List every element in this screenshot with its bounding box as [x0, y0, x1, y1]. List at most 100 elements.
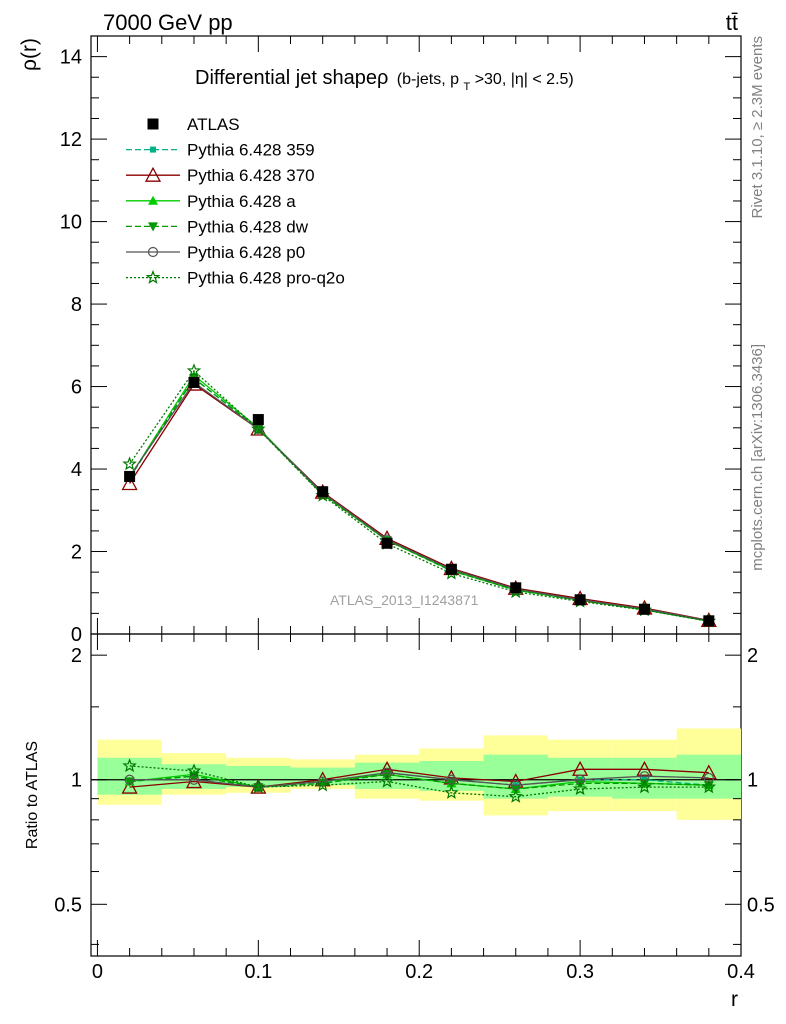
main-y-tick-label: 8	[71, 294, 82, 316]
analysis-watermark: ATLAS_2013_I1243871	[330, 592, 479, 608]
atlas-data-point	[638, 603, 650, 615]
main-y-tick-label: 0	[71, 624, 82, 646]
ratio-line-pdw	[129, 773, 709, 790]
main-series-lines	[121, 363, 717, 628]
main-line-pdw	[129, 377, 709, 622]
ratio-point-pq2o	[572, 781, 588, 796]
x-tick-label: 0	[92, 961, 103, 983]
ratio-line-pp0	[129, 772, 709, 788]
atlas-data-point	[381, 537, 393, 549]
ratio-point-pq2o	[444, 785, 459, 799]
x-tick-label: 0.1	[244, 961, 272, 983]
atlas-data-point	[252, 414, 264, 426]
ratio-uncertainty-bands	[91, 728, 741, 820]
ratio-point-p370	[121, 778, 138, 794]
ratio-point-pq2o	[122, 758, 137, 773]
ratio-point-pp0	[446, 774, 457, 785]
legend-label-pp0: Pythia 6.428 p0	[187, 243, 305, 262]
main-y-tick-label: 12	[60, 129, 82, 151]
legend-marker-pa	[148, 195, 158, 205]
ratio-series-lines	[121, 758, 717, 803]
main-y-tick-label: 2	[71, 542, 82, 564]
ratio-point-pq2o	[508, 789, 524, 803]
ratio-point-pq2o	[701, 779, 717, 794]
legend-label-pa: Pythia 6.428 a	[187, 192, 296, 211]
main-line-pq2o	[129, 369, 709, 622]
chart-title-sub: (b-jets, p	[397, 71, 459, 88]
main-y-tick-label: 14	[60, 47, 82, 69]
atlas-data-point	[188, 376, 200, 388]
main-y-tick-label: 6	[71, 377, 82, 399]
ratio-point-pq2o	[315, 777, 330, 792]
ratio-y-tick-label-right: 1	[747, 770, 758, 792]
ratio-line-pq2o	[129, 765, 709, 798]
legend-label-atlas: ATLAS	[187, 115, 240, 134]
main-point-pq2o	[122, 456, 137, 471]
legend-label-p370: Pythia 6.428 370	[187, 166, 315, 185]
ratio-band-inner	[676, 754, 741, 799]
ratio-point-pdw	[639, 779, 650, 789]
ratio-point-pp0	[124, 774, 135, 785]
legend-marker-pq2o	[145, 269, 161, 284]
ratio-point-pq2o	[379, 773, 395, 788]
ratio-y-tick-label-left: 0.5	[54, 894, 82, 916]
legend-marker-p370	[144, 166, 162, 182]
rivet-side-label: Rivet 3.1.10, ≥ 2.3M events	[749, 36, 766, 219]
chart-title-sub-index: T	[464, 81, 471, 93]
atlas-data-point	[124, 470, 136, 482]
chart-title-sub-rest: >30, |η| < 2.5)	[475, 71, 574, 88]
ratio-point-pp0	[381, 767, 393, 778]
main-point-pq2o	[186, 363, 202, 378]
legend-label-pdw: Pythia 6.428 dw	[187, 217, 309, 236]
legend-label-pq2o: Pythia 6.428 pro-q2o	[187, 269, 345, 288]
ratio-point-pp0	[188, 774, 200, 785]
chart-title: Differential jet shapeρ (b-jets, p T >30…	[195, 67, 574, 94]
x-axis-title: r	[731, 988, 738, 1011]
x-tick-label: 0.2	[405, 961, 433, 983]
legend-marker-pp0	[147, 246, 159, 258]
ratio-point-p370	[185, 773, 203, 789]
atlas-data-point	[445, 563, 457, 575]
header-right-label: tt̄	[726, 10, 738, 35]
ratio-point-p370	[700, 764, 717, 780]
ratio-y-tick-label-left: 1	[71, 770, 82, 792]
main-line-pa	[129, 374, 709, 622]
legend: ATLAS Pythia 6.428 359 Pythia 6.428 370 Pyt…	[126, 115, 345, 288]
main-point-p370	[121, 475, 138, 491]
legend-marker-pdw	[148, 222, 158, 232]
ratio-point-pp0	[317, 776, 328, 787]
ratio-line-p370	[129, 768, 709, 788]
ratio-y-tick-label-left: 2	[71, 645, 82, 667]
ratio-point-pq2o	[186, 763, 202, 778]
main-y-axis-title: ρ(r)	[18, 38, 41, 71]
main-line-pp0	[129, 381, 709, 622]
mcplots-side-label: mcplots.cern.ch [arXiv:1306.3436]	[749, 344, 766, 571]
ratio-band-inner	[226, 765, 291, 788]
ratio-point-pq2o	[637, 779, 652, 794]
main-y-tick-label: 4	[71, 459, 82, 481]
ratio-point-pdw	[703, 781, 714, 791]
main-y-tick-label: 10	[60, 212, 82, 234]
legend-marker-atlas	[147, 118, 159, 130]
ratio-y-tick-label-right: 2	[747, 645, 758, 667]
main-line-p370	[129, 383, 709, 622]
x-tick-label: 0.3	[566, 961, 594, 983]
chart-title-main: Differential jet shapeρ	[195, 67, 388, 89]
ratio-point-pq2o	[251, 779, 266, 794]
ratio-y-axis-title: Ratio to ATLAS	[24, 741, 41, 849]
atlas-data-point	[510, 582, 522, 594]
atlas-data-point	[574, 594, 586, 606]
ratio-point-pdw	[188, 772, 199, 782]
x-tick-label: 0.4	[727, 961, 755, 983]
legend-label-p359: Pythia 6.428 359	[187, 141, 315, 160]
ratio-y-tick-label-right: 0.5	[747, 894, 775, 916]
ratio-point-p370	[636, 760, 653, 776]
atlas-data-point	[317, 486, 329, 498]
main-line-p359	[129, 377, 709, 622]
legend-marker-p359	[150, 146, 156, 153]
ratio-band-inner	[97, 757, 162, 795]
header-left-label: 7000 GeV pp	[103, 10, 233, 35]
main-point-pq2o	[251, 421, 266, 436]
